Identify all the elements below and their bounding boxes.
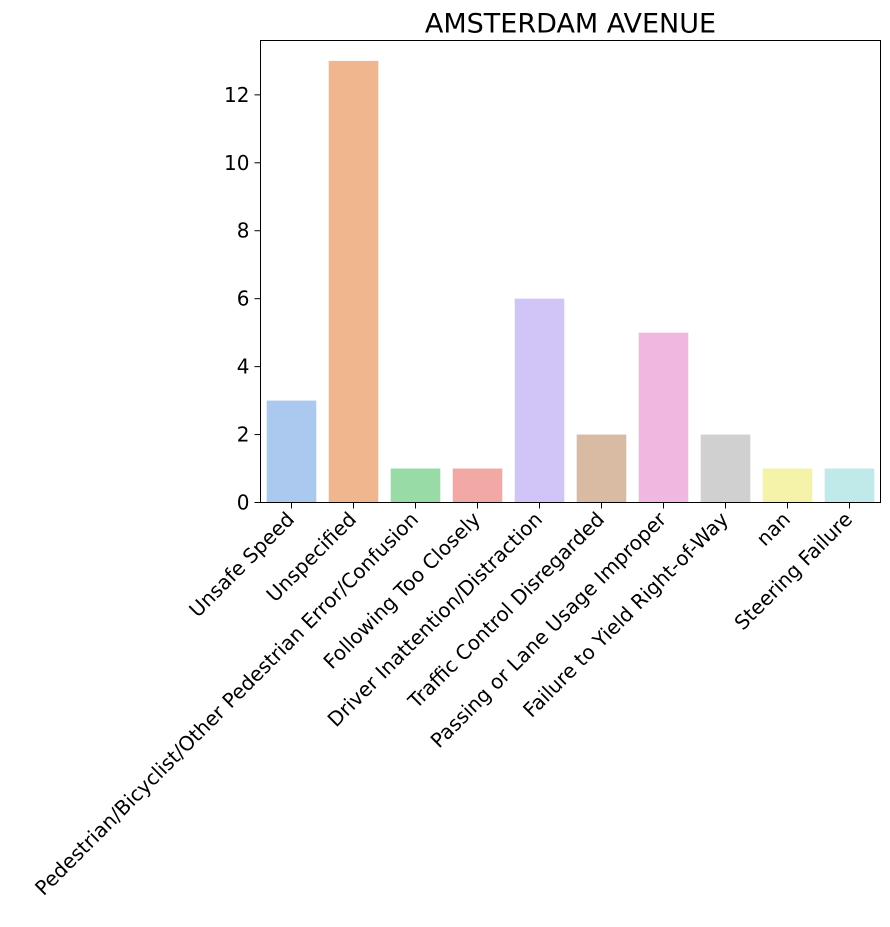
bar-4 <box>514 298 565 503</box>
bar-9 <box>824 468 875 503</box>
y-tick-label: 8 <box>237 219 250 243</box>
x-tick-label: Steering Failure <box>729 507 857 635</box>
y-tick-label: 6 <box>237 287 250 311</box>
y-axis: 0 2 4 6 8 10 12 <box>224 83 261 515</box>
x-tick-label: nan <box>751 507 795 551</box>
bar-8 <box>762 468 813 503</box>
bar-6 <box>638 332 689 503</box>
y-tick-label: 12 <box>224 83 249 107</box>
y-tick-label: 4 <box>237 355 250 379</box>
bar-7 <box>700 434 751 503</box>
y-tick-label: 0 <box>237 491 250 515</box>
y-tick-label: 10 <box>224 151 249 175</box>
x-axis: Unsafe SpeedUnspecifiedPedestrian/Bicycl… <box>30 502 857 900</box>
bar-1 <box>328 60 379 503</box>
plot-frame <box>260 40 881 503</box>
y-tick-label: 2 <box>237 423 250 447</box>
bar-2 <box>390 468 441 503</box>
bars-group <box>266 60 875 503</box>
chart-title: AMSTERDAM AVENUE <box>425 9 716 40</box>
bar-5 <box>576 434 627 503</box>
bar-0 <box>266 400 317 503</box>
bar-3 <box>452 468 503 503</box>
x-tick-label: Unsafe Speed <box>184 507 299 622</box>
